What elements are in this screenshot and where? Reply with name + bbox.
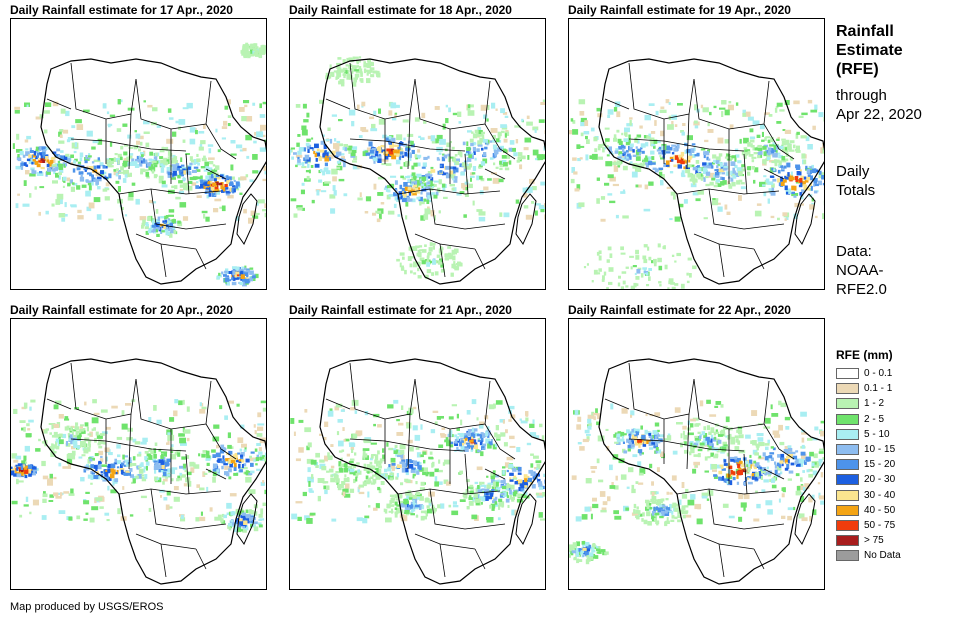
africa-coastline (319, 358, 545, 585)
legend-item: 20 - 30 (836, 472, 901, 487)
legend-item: 10 - 15 (836, 442, 901, 457)
legend-label: 20 - 30 (864, 474, 896, 486)
legend-title: RFE (mm) (836, 348, 893, 362)
rainfall-field (12, 42, 266, 287)
legend-label: 0 - 0.1 (864, 368, 893, 380)
sidebar-daily-totals: Daily Totals (836, 162, 956, 200)
rainfall-field (290, 56, 545, 280)
country-borders (46, 362, 237, 578)
legend-label: 30 - 40 (864, 489, 896, 501)
panel-title-22-apr: Daily Rainfall estimate for 22 Apr., 202… (568, 303, 791, 317)
rainfall-field (569, 99, 824, 289)
rainfall-map-20-apr (10, 318, 267, 590)
legend-swatch (836, 535, 859, 547)
legend-swatch (836, 368, 859, 380)
legend-swatch (836, 489, 859, 501)
rainfall-field (569, 399, 824, 565)
legend-swatch (836, 398, 859, 410)
legend-label: 40 - 50 (864, 504, 896, 516)
legend-swatch (836, 550, 859, 562)
legend-item: 40 - 50 (836, 503, 901, 518)
legend-item: 50 - 75 (836, 518, 901, 533)
legend-swatch (836, 428, 859, 440)
legend-label: > 75 (864, 535, 884, 547)
legend-swatch (836, 444, 859, 456)
panel-title-17-apr: Daily Rainfall estimate for 17 Apr., 202… (10, 3, 233, 17)
africa-coastline (598, 58, 824, 285)
legend-label: 15 - 20 (864, 459, 896, 471)
legend-swatch (836, 474, 859, 486)
sidebar-data-line: Data: (836, 243, 872, 260)
legend-item: No Data (836, 548, 901, 563)
legend-swatch (836, 383, 859, 395)
sidebar-title: Rainfall Estimate (RFE) (836, 22, 956, 79)
rainfall-map-18-apr (289, 18, 546, 290)
panel-title-18-apr: Daily Rainfall estimate for 18 Apr., 202… (289, 3, 512, 17)
legend-swatch (836, 413, 859, 425)
legend-item: 2 - 5 (836, 412, 901, 427)
legend-swatch (836, 519, 859, 531)
legend-item: 30 - 40 (836, 488, 901, 503)
africa-coastline (319, 58, 545, 285)
sidebar-data-source: Data: NOAA- RFE2.0 (836, 242, 956, 299)
madagascar-coastline (515, 493, 537, 546)
rainfall-field (290, 399, 545, 524)
legend-label: 5 - 10 (864, 428, 890, 440)
sidebar-totals-line: Totals (836, 182, 876, 199)
sidebar-data-line: NOAA- (836, 262, 884, 279)
legend-swatch (836, 459, 859, 471)
country-borders (604, 62, 795, 278)
sidebar-title-line: Rainfall (836, 23, 894, 40)
madagascar-coastline (515, 193, 537, 246)
madagascar-coastline (236, 493, 258, 546)
legend-label: 10 - 15 (864, 444, 896, 456)
country-borders (604, 362, 795, 578)
africa-coastline (598, 358, 824, 585)
sidebar-through-date: through Apr 22, 2020 (836, 86, 956, 124)
legend: 0 - 0.1 0.1 - 1 1 - 2 2 - 5 5 - 10 10 - 15 15 … (836, 366, 901, 563)
panel-title-21-apr: Daily Rainfall estimate for 21 Apr., 202… (289, 303, 512, 317)
legend-label: 2 - 5 (864, 413, 885, 425)
legend-swatch (836, 504, 859, 516)
map-credit: Map produced by USGS/EROS (10, 601, 164, 613)
sidebar-through-line: through (836, 87, 887, 104)
sidebar-totals-line: Daily (836, 163, 870, 180)
rainfall-map-22-apr (568, 318, 825, 590)
legend-label: 0.1 - 1 (864, 383, 893, 395)
rainfall-field (11, 399, 266, 533)
panel-title-20-apr: Daily Rainfall estimate for 20 Apr., 202… (10, 303, 233, 317)
madagascar-coastline (236, 193, 258, 246)
country-borders (325, 62, 516, 278)
legend-item: 5 - 10 (836, 427, 901, 442)
rainfall-map-19-apr (568, 18, 825, 290)
legend-item: 15 - 20 (836, 457, 901, 472)
sidebar-title-line: (RFE) (836, 61, 879, 78)
rainfall-map-21-apr (289, 318, 546, 590)
madagascar-coastline (794, 493, 816, 546)
legend-item: > 75 (836, 533, 901, 548)
country-borders (325, 362, 516, 578)
legend-label: No Data (864, 550, 901, 562)
africa-coastline (40, 358, 266, 585)
africa-coastline (40, 58, 266, 285)
legend-item: 0.1 - 1 (836, 381, 901, 396)
country-borders (46, 62, 237, 278)
sidebar-data-line: RFE2.0 (836, 281, 887, 298)
madagascar-coastline (794, 193, 816, 246)
legend-label: 1 - 2 (864, 398, 885, 410)
sidebar-through-line: Apr 22, 2020 (836, 106, 922, 123)
panel-title-19-apr: Daily Rainfall estimate for 19 Apr., 202… (568, 3, 791, 17)
legend-item: 0 - 0.1 (836, 366, 901, 381)
legend-item: 1 - 2 (836, 396, 901, 411)
sidebar-title-line: Estimate (836, 42, 903, 59)
legend-label: 50 - 75 (864, 519, 896, 531)
rainfall-map-17-apr (10, 18, 267, 290)
